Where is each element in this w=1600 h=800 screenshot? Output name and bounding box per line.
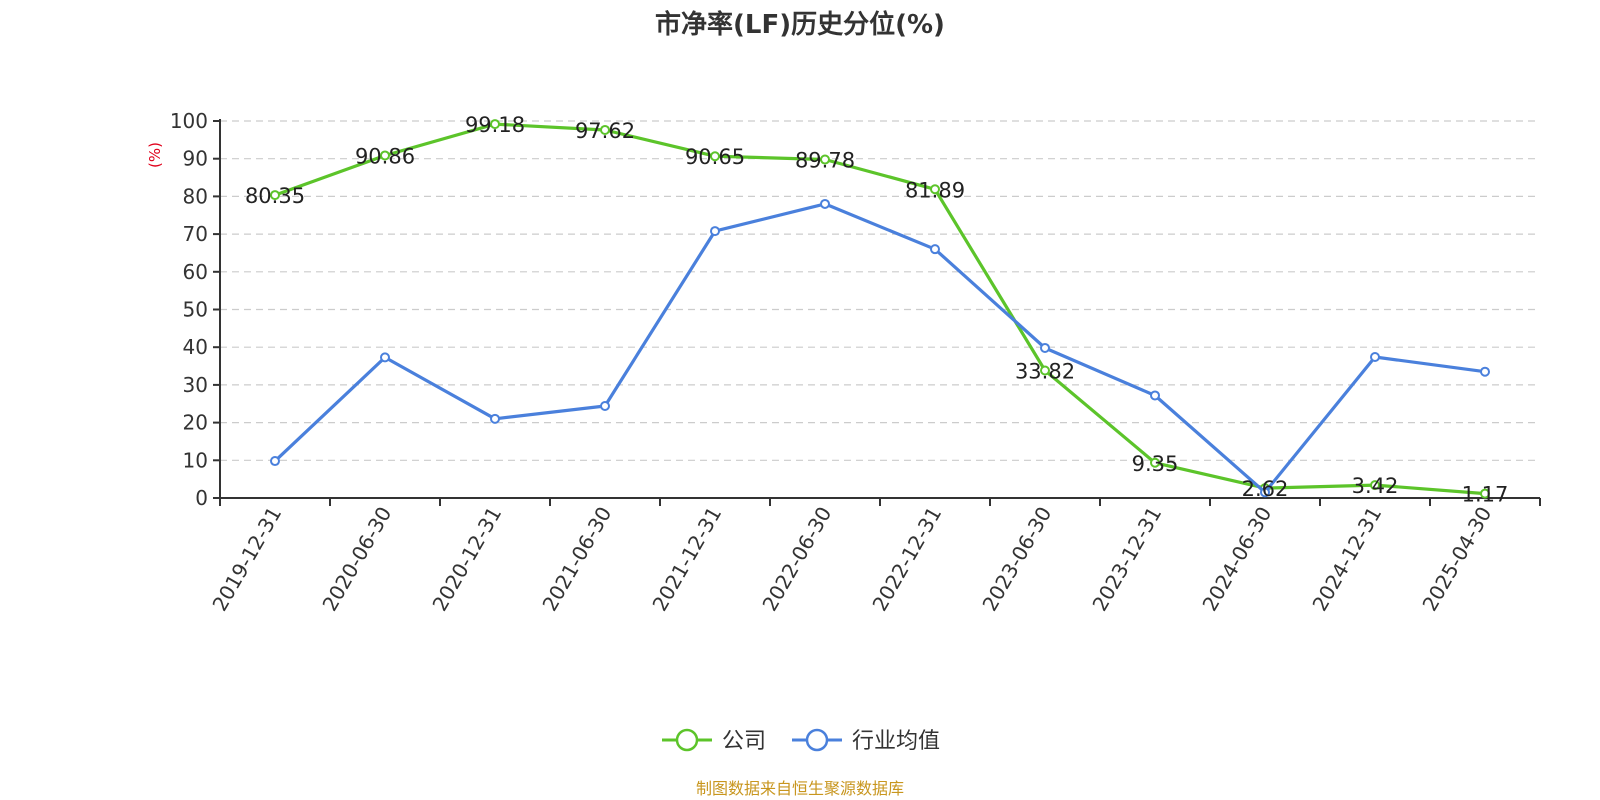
legend-industry-circle-icon xyxy=(805,728,829,752)
x-tick-label: 2022-12-31 xyxy=(867,503,946,616)
company-data-point xyxy=(930,184,940,195)
x-tick-label: 2021-12-31 xyxy=(647,503,726,616)
industry-data-point xyxy=(1150,390,1160,401)
company-data-point xyxy=(600,124,610,135)
x-tick-label: 2022-06-30 xyxy=(757,503,836,616)
y-tick-label: 50 xyxy=(183,298,208,322)
x-tick-label: 2024-12-31 xyxy=(1307,503,1386,616)
industry-data-point xyxy=(930,244,940,255)
industry-data-point xyxy=(1370,352,1380,363)
company-data-point xyxy=(1150,457,1160,468)
company-data-point xyxy=(710,151,720,162)
company-data-label: 89.78 xyxy=(795,149,855,173)
legend-item-company[interactable]: 公司 xyxy=(662,728,766,754)
company-data-point xyxy=(1480,488,1490,499)
x-tick-label: 2021-06-30 xyxy=(537,503,616,616)
company-data-label: 99.18 xyxy=(465,113,525,137)
data-labels: 80.35 90.86 99.18 97.62 90.65 89.78 81.89 33.82… xyxy=(245,113,1508,506)
company-data-point xyxy=(380,150,390,161)
company-data-label: 90.86 xyxy=(355,144,415,168)
company-data-label: 81.89 xyxy=(905,178,965,202)
y-tick-label: 60 xyxy=(183,260,208,284)
axes: 0 10 20 30 40 50 60 70 80 90 100 2019-12-31 2020-06-… xyxy=(170,109,1541,616)
y-tick-label: 70 xyxy=(183,222,208,246)
legend-company-circle-icon xyxy=(675,728,699,752)
company-data-label: 33.82 xyxy=(1015,359,1075,383)
chart-title: 市净率(LF)历史分位(%) xyxy=(655,9,945,40)
x-tick-label: 2020-12-31 xyxy=(427,503,506,616)
y-tick-label: 90 xyxy=(183,147,208,171)
y-tick-label: 80 xyxy=(183,184,208,208)
industry-series-line xyxy=(273,202,1486,494)
y-tick-label: 100 xyxy=(170,109,208,133)
company-data-label: 3.42 xyxy=(1352,474,1399,498)
industry-data-point xyxy=(490,413,500,424)
company-data-label: 97.62 xyxy=(575,119,635,143)
industry-data-point xyxy=(1260,487,1270,498)
company-data-point xyxy=(820,154,830,165)
legend[interactable]: 公司 行业均值 xyxy=(662,728,940,754)
x-tick-label: 2023-12-31 xyxy=(1087,503,1166,616)
y-axis-unit-label: (%) xyxy=(146,142,164,168)
x-tick-label: 2020-06-30 xyxy=(317,503,396,616)
x-tick-label: 2024-06-30 xyxy=(1197,503,1276,616)
y-tick-label: 0 xyxy=(195,486,208,510)
company-data-point xyxy=(490,119,500,130)
industry-data-point xyxy=(1480,366,1490,377)
industry-data-point xyxy=(820,198,830,209)
gridlines xyxy=(220,120,1540,461)
y-tick-label: 20 xyxy=(183,411,208,435)
industry-data-point xyxy=(710,226,720,237)
company-data-label: 9.35 xyxy=(1132,452,1179,476)
x-tick-label: 2023-06-30 xyxy=(977,503,1056,616)
y-tick-label: 30 xyxy=(183,373,208,397)
company-data-label: 80.35 xyxy=(245,184,305,208)
data-source-note: 制图数据来自恒生聚源数据库 xyxy=(696,779,904,798)
industry-data-point xyxy=(380,352,390,363)
company-data-point xyxy=(1370,480,1380,491)
x-tick-label: 2025-04-30 xyxy=(1417,503,1496,616)
legend-item-industry[interactable]: 行业均值 xyxy=(792,728,940,754)
x-tick-label: 2019-12-31 xyxy=(207,503,286,616)
company-data-label: 2.62 xyxy=(1242,477,1289,501)
company-data-point xyxy=(1040,365,1050,376)
industry-data-point xyxy=(600,401,610,412)
company-data-label: 90.65 xyxy=(685,145,745,169)
y-tick-label: 40 xyxy=(183,335,208,359)
y-tick-label: 10 xyxy=(183,448,208,472)
company-data-point xyxy=(270,190,280,201)
industry-data-point xyxy=(270,456,280,467)
company-data-label: 1.17 xyxy=(1462,483,1509,507)
company-series-line xyxy=(274,122,1486,496)
industry-data-point xyxy=(1040,342,1050,353)
legend-company-label: 公司 xyxy=(722,729,766,754)
legend-industry-label: 行业均值 xyxy=(852,729,940,754)
series-layer xyxy=(270,119,1490,499)
